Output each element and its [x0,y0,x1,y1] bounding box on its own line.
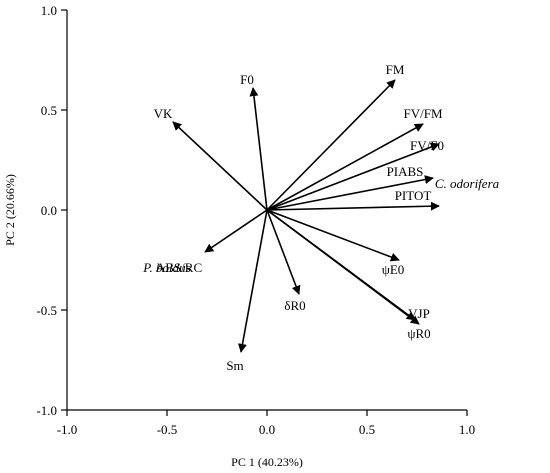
x-tick-label: 0.0 [259,422,275,437]
x-tick-label: -1.0 [57,422,78,437]
loading-vector [266,123,424,211]
loading-vector [266,209,301,295]
vector-label: PITOT [395,188,432,203]
x-tick-label: 1.0 [459,422,475,437]
loading-vectors [172,79,440,353]
loading-vector [266,201,440,211]
vector-label: VJP [408,306,430,321]
x-axis-title: PC 1 (40.23%) [231,455,303,469]
loading-vector [172,121,268,211]
loading-vector [266,175,434,211]
y-tick-label: -1.0 [36,403,57,418]
vector-label: PIABS [387,164,424,179]
x-tick-label: -0.5 [157,422,178,437]
vector-label: VK [154,106,173,121]
vector-label: FM [386,62,405,77]
loading-vector [204,209,268,253]
vector-labels: FM F0 VK FV/FM FV/F0 PIABS PITOT ψE0 VJP ψR0 δR0 Sm… [154,62,444,373]
loading-vector [266,79,396,211]
vector-label: Sm [226,358,243,373]
y-tick-label: 0.0 [41,203,57,218]
loading-vector [238,209,268,353]
y-tick-label: 1.0 [41,3,57,18]
group-label: C. odorifera [435,176,500,191]
group-labels: C. odorifera P. boldus [142,176,499,275]
loading-vector [266,209,420,325]
y-tick-label: 0.5 [41,103,57,118]
loading-vector [249,87,268,211]
vector-label: FV/F0 [410,138,444,153]
vector-label: δR0 [284,298,305,313]
vector-label: F0 [240,72,254,87]
vector-label: ψR0 [407,326,430,341]
y-ticks: 1.0 0.5 0.0 -0.5 -1.0 [36,3,67,418]
vector-label: ψE0 [382,262,405,277]
y-tick-label: -0.5 [36,303,57,318]
loading-vector [266,142,440,211]
x-ticks: -1.0 -0.5 0.0 0.5 1.0 [57,410,475,437]
y-axis-title: PC 2 (20.66%) [3,174,17,246]
vector-label: ABS/RC [156,260,202,275]
vector-label: FV/FM [403,106,442,121]
loading-vector [266,209,400,262]
x-tick-label: 0.5 [359,422,375,437]
group-label: P. boldus [142,260,190,275]
